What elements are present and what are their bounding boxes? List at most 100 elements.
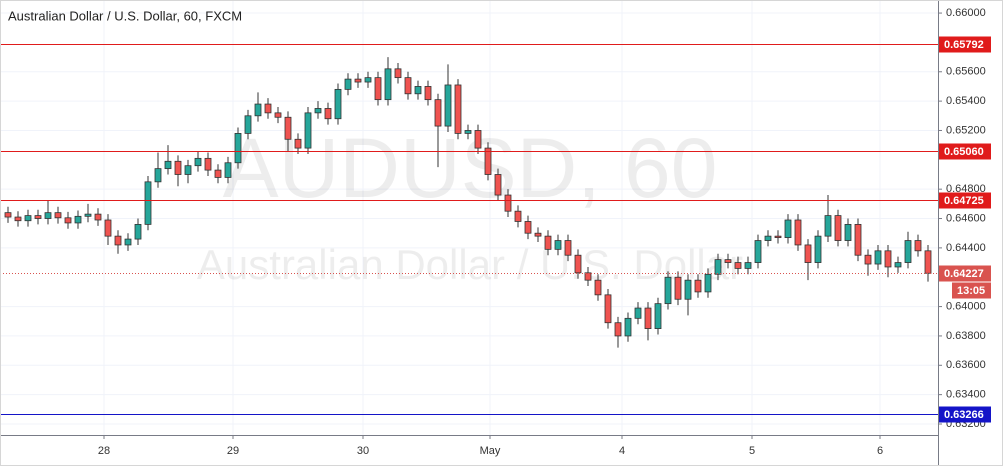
- candle-body: [924, 250, 932, 274]
- candle-body: [554, 240, 562, 250]
- candle-body: [494, 174, 502, 196]
- candle-body: [534, 232, 542, 237]
- level-label-box: [939, 192, 991, 209]
- x-tick-label: 30: [357, 445, 369, 457]
- candle-body: [584, 272, 592, 281]
- x-tick-label: 4: [619, 445, 625, 457]
- level-label-box: [939, 143, 991, 160]
- candle-body: [674, 276, 682, 300]
- level-label-box: [939, 265, 991, 282]
- candle-body: [154, 168, 162, 183]
- watermark: AUDUSD, 60: [223, 121, 718, 215]
- y-tick-label: 0.64800: [946, 183, 986, 195]
- candle-body: [94, 213, 102, 221]
- countdown-box: [952, 282, 991, 299]
- candle-body: [54, 212, 62, 219]
- levels: [0, 44, 938, 415]
- candle-body: [24, 215, 32, 222]
- y-tick-label: 0.65200: [946, 124, 986, 136]
- candle-body: [734, 262, 742, 269]
- level-label-box: [939, 36, 991, 53]
- candle-body: [64, 217, 72, 224]
- y-tick-label: 0.64600: [946, 212, 986, 224]
- candle-body: [514, 210, 522, 222]
- candle-body: [824, 215, 832, 237]
- candle-body: [14, 216, 22, 222]
- candle-body: [164, 160, 172, 170]
- candle-body: [794, 219, 802, 246]
- candle-body: [684, 279, 692, 300]
- candle-body: [224, 162, 232, 178]
- candle-body: [844, 223, 852, 241]
- candle-body: [114, 235, 122, 246]
- candle-body: [834, 215, 842, 241]
- candle-body: [754, 240, 762, 263]
- candle-body: [244, 115, 252, 134]
- candle-body: [364, 77, 372, 83]
- candle-body: [274, 112, 282, 118]
- candle-body: [334, 88, 342, 120]
- candle-body: [314, 108, 322, 114]
- level-label: 0.64227: [944, 268, 984, 280]
- candle-body: [814, 235, 822, 263]
- candle-body: [104, 219, 112, 237]
- watermark-subtitle: Australian Dollar / U.S. Dollar: [197, 241, 743, 288]
- candle-body: [294, 138, 302, 149]
- level-label: 0.64725: [944, 195, 984, 207]
- grid: [0, 0, 938, 435]
- y-tick-label: 0.65400: [946, 95, 986, 107]
- x-tick-label: 5: [749, 445, 755, 457]
- candle-body: [724, 259, 732, 263]
- candle-body: [174, 160, 182, 175]
- candle-body: [254, 103, 262, 117]
- candles: [4, 57, 932, 348]
- candle-body: [184, 165, 192, 175]
- candle-body: [134, 223, 142, 240]
- candle-body: [804, 244, 812, 263]
- candle-body: [324, 108, 332, 120]
- candle-body: [904, 240, 912, 263]
- candle-body: [304, 112, 312, 149]
- candle-body: [854, 223, 862, 256]
- candle-body: [764, 235, 772, 241]
- candle-body: [194, 157, 202, 167]
- candle-body: [744, 262, 752, 269]
- candle-body: [434, 99, 442, 127]
- candle-body: [424, 86, 432, 101]
- candle-body: [34, 215, 42, 219]
- candle-body: [774, 235, 782, 239]
- candle-body: [664, 276, 672, 305]
- candle-body: [124, 238, 132, 246]
- candle-body: [694, 279, 702, 293]
- candle-body: [624, 317, 632, 337]
- candle-body: [604, 294, 612, 324]
- candle-body: [234, 133, 242, 164]
- y-tick-label: 0.66000: [946, 7, 986, 19]
- candle-body: [894, 262, 902, 268]
- candle-body: [884, 250, 892, 268]
- candle-body: [144, 181, 152, 225]
- level-label: 0.65060: [944, 146, 984, 158]
- candle-body: [374, 77, 382, 101]
- candle-body: [864, 254, 872, 265]
- axes: 0.66000 0.65600 0.65400 0.65200 0.64800 0.646…: [98, 7, 986, 457]
- candle-body: [874, 250, 882, 265]
- candle-body: [594, 279, 602, 296]
- candle-body: [394, 68, 402, 79]
- candle-body: [914, 240, 922, 252]
- candle-body: [564, 240, 572, 256]
- candle-body: [654, 303, 662, 329]
- candle-body: [714, 259, 722, 275]
- y-tick-label: 0.65600: [946, 66, 986, 78]
- y-tick-label: 0.63400: [946, 389, 986, 401]
- candle-body: [214, 169, 222, 178]
- chart-title: Australian Dollar / U.S. Dollar, 60, FXC…: [8, 8, 242, 23]
- candle-body: [84, 213, 92, 217]
- candle-body: [704, 273, 712, 293]
- candle-body: [474, 130, 482, 149]
- y-tick-label: 0.63800: [946, 330, 986, 342]
- candle-body: [264, 103, 272, 114]
- candle-body: [414, 86, 422, 95]
